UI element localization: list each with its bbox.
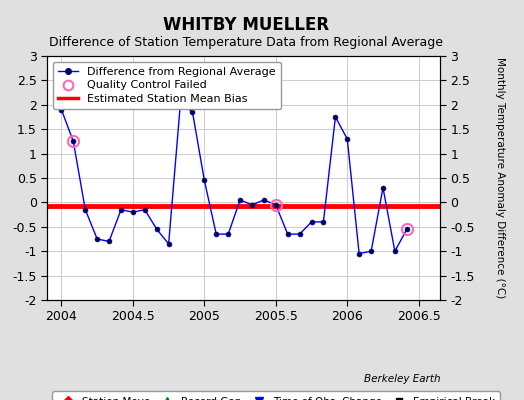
Text: Difference of Station Temperature Data from Regional Average: Difference of Station Temperature Data f…: [49, 36, 443, 49]
Text: WHITBY MUELLER: WHITBY MUELLER: [163, 16, 330, 34]
Text: Berkeley Earth: Berkeley Earth: [364, 374, 440, 384]
Y-axis label: Monthly Temperature Anomaly Difference (°C): Monthly Temperature Anomaly Difference (…: [495, 57, 505, 299]
Legend: Station Move, Record Gap, Time of Obs. Change, Empirical Break: Station Move, Record Gap, Time of Obs. C…: [52, 392, 500, 400]
